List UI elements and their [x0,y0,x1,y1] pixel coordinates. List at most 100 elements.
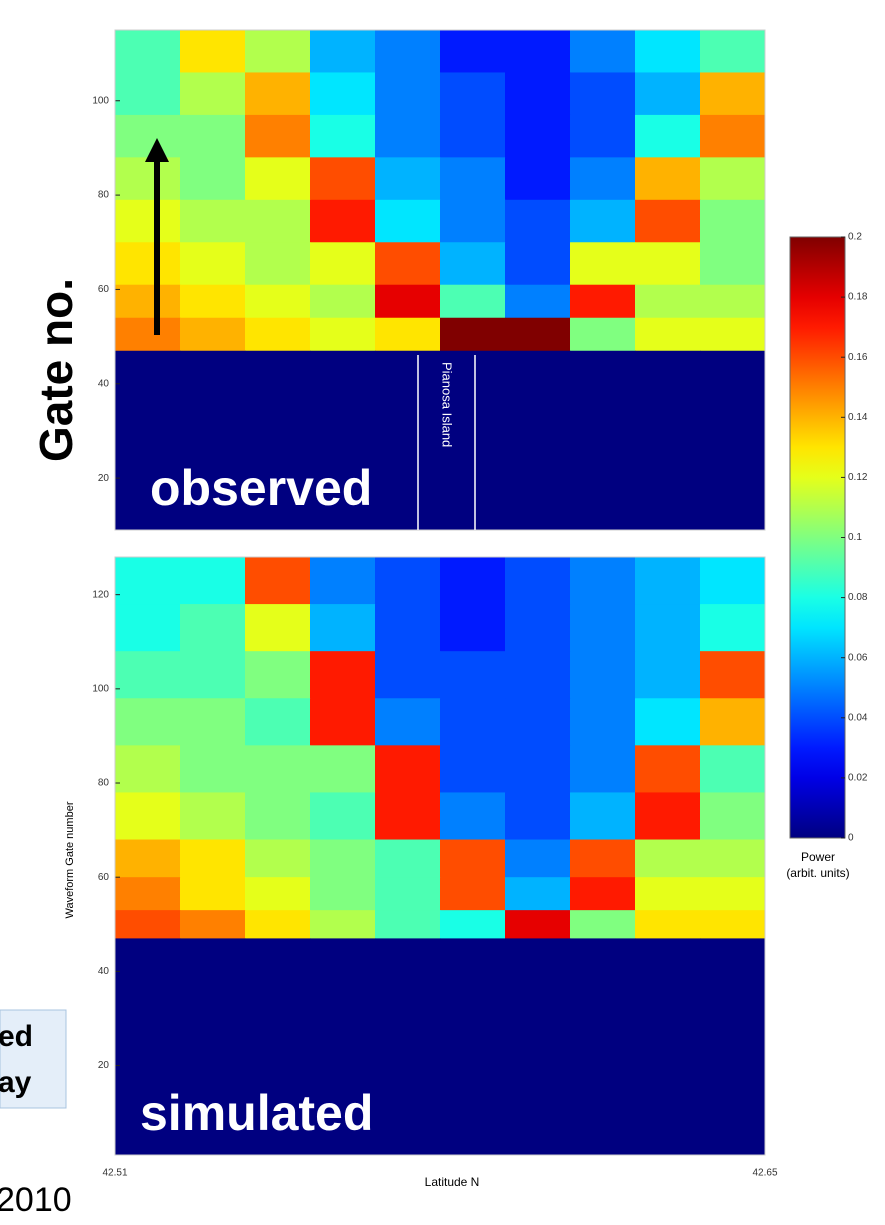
heat-cell [310,698,376,746]
heat-cell [115,839,181,878]
heat-cell [700,157,766,201]
heat-cell [375,877,441,911]
heat-cell [245,604,311,652]
colorbar-tick-label: 0 [848,833,854,844]
heat-cell [245,284,311,319]
heat-cell [115,557,181,605]
heat-cell [245,199,311,243]
heat-cell [245,114,311,158]
heat-cell [700,72,766,116]
heat-cell [570,284,636,319]
heat-cell [700,317,766,352]
slide-fragment: 2010 [0,1181,72,1219]
heat-cell [635,839,701,878]
heat-cell [440,938,506,1156]
heat-cell [115,350,181,531]
heat-cell [440,792,506,841]
heat-cell [115,698,181,746]
heat-cell [570,72,636,116]
panel-label: simulated [140,1085,373,1141]
heat-cell [635,284,701,319]
heat-cell [375,199,441,243]
colorbar-tick-label: 0.1 [848,532,862,543]
heat-cell [375,242,441,286]
y-tick-label: 80 [98,190,110,201]
y-tick-label: 80 [98,778,110,789]
heat-cell [245,877,311,911]
plot-frame [114,29,766,531]
colorbar-tick-label: 0.02 [848,773,868,784]
heat-cell [245,839,311,878]
heat-cell [635,745,701,793]
heat-cell [245,242,311,286]
heat-cell [635,877,701,911]
heat-cell [635,910,701,939]
slide-fragment: ed [0,1020,33,1053]
heat-cell [375,745,441,793]
heat-cell [700,199,766,243]
heat-cell [245,745,311,793]
heat-cell [440,157,506,201]
heat-cell [180,745,246,793]
heat-cell [310,745,376,793]
y-tick-label: 60 [98,872,110,883]
heat-cell [180,284,246,319]
heat-cell [115,910,181,939]
heat-cell [375,72,441,116]
heat-cell [440,242,506,286]
heat-cell [505,199,571,243]
heat-cell [245,698,311,746]
y-tick-label: 120 [92,589,109,600]
colorbar-label: (arbit. units) [786,866,849,880]
heat-cell [505,72,571,116]
x-axis-title: Latitude N [425,1175,480,1189]
heat-cell [505,350,571,531]
heat-cell [245,72,311,116]
heat-cell [570,698,636,746]
heat-cell [180,557,246,605]
y-tick-label: 20 [98,1060,110,1071]
heat-cell [570,877,636,911]
heat-cell [245,350,311,531]
heat-cell [310,114,376,158]
heat-cell [375,30,441,73]
heat-cell [310,938,376,1156]
heat-cell [505,284,571,319]
heat-cell [180,242,246,286]
heat-cell [310,877,376,911]
heat-cell [310,839,376,878]
heat-cell [635,792,701,841]
heat-cell [440,651,506,699]
heat-cell [310,199,376,243]
heat-cell [440,30,506,73]
heat-cell [635,557,701,605]
heat-cell [310,792,376,841]
heat-cell [570,317,636,352]
heat-cell [570,114,636,158]
heat-cell [700,604,766,652]
heat-cell [180,839,246,878]
heat-cell [375,157,441,201]
heat-cell [440,557,506,605]
heat-cell [245,651,311,699]
heat-cell [310,350,376,531]
heat-cell [505,157,571,201]
heat-cell [310,30,376,73]
heat-cell [440,745,506,793]
heat-cell [115,745,181,793]
heat-cell [700,698,766,746]
heat-cell [505,910,571,939]
heat-cell [505,557,571,605]
heat-cell [635,651,701,699]
heat-cell [245,557,311,605]
heat-cell [245,317,311,352]
heat-cell [505,317,571,352]
y-tick-label: 20 [98,473,110,484]
heat-cell [635,157,701,201]
colorbar-tick-label: 0.04 [848,712,868,723]
heat-cell [505,839,571,878]
heat-cell [700,30,766,73]
heat-cell [505,745,571,793]
heat-cell [310,910,376,939]
heat-cell [310,317,376,352]
